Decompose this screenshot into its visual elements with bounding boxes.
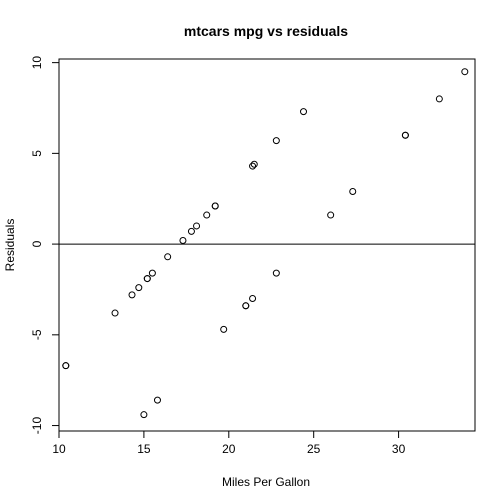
x-tick-label: 30 (392, 442, 406, 456)
data-point (148, 269, 156, 277)
data-point (164, 253, 172, 261)
data-point (135, 284, 143, 292)
x-tick-label: 25 (307, 442, 321, 456)
x-tick-label: 15 (137, 442, 151, 456)
data-point (401, 131, 409, 139)
data-point (435, 95, 443, 103)
data-point (140, 411, 148, 419)
data-point (327, 211, 335, 219)
chart-title: mtcars mpg vs residuals (184, 23, 348, 39)
data-point (349, 187, 357, 195)
data-point (111, 309, 119, 317)
plot-layer: 10 15 20 25 30 -10 -5 0 5 10 (30, 56, 475, 456)
data-point (220, 325, 228, 333)
y-tick-label: -10 (30, 417, 44, 435)
y-tick-label: 10 (30, 56, 44, 70)
data-point (249, 162, 257, 170)
data-point (62, 362, 70, 370)
data-point (242, 302, 250, 310)
x-tick-label: 10 (52, 442, 66, 456)
plot-frame (58, 58, 476, 432)
data-point (461, 68, 469, 76)
data-point (128, 291, 136, 299)
y-tick-label: 0 (30, 240, 44, 247)
data-point (300, 108, 308, 116)
x-tick-label: 20 (222, 442, 236, 456)
y-tick-label: 5 (30, 150, 44, 157)
y-tick-label: -5 (30, 329, 44, 340)
data-point (272, 137, 280, 145)
data-point (249, 295, 257, 303)
data-point (179, 236, 187, 244)
y-axis-label: Residuals (3, 219, 17, 272)
data-point (143, 275, 151, 283)
data-point (272, 269, 280, 277)
data-point (193, 222, 201, 230)
x-axis-label: Miles Per Gallon (222, 475, 310, 489)
data-point (250, 160, 258, 168)
data-point (211, 202, 219, 210)
data-point (187, 227, 195, 235)
data-point (153, 396, 161, 404)
data-point (203, 211, 211, 219)
